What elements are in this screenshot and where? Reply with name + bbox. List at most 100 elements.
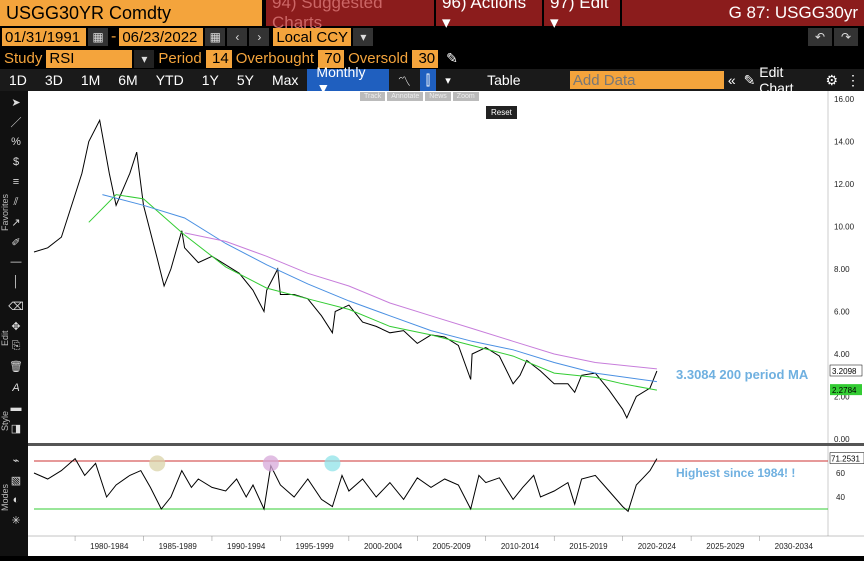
undo-icon[interactable]: ↶: [808, 28, 832, 46]
line-tool-icon[interactable]: ／: [10, 117, 22, 129]
period-1y[interactable]: 1Y: [201, 72, 219, 88]
date-range-bar: 01/31/1991 ▦ - 06/23/2022 ▦ ‹ › Local CC…: [0, 26, 864, 48]
redo-icon[interactable]: ↷: [834, 28, 858, 46]
period-6m[interactable]: 6M: [118, 72, 138, 88]
vline-tool-icon[interactable]: │: [12, 276, 20, 288]
chevron-right-icon[interactable]: ›: [249, 28, 270, 46]
add-data-input[interactable]: Add Data: [569, 71, 724, 89]
chevron-left-icon[interactable]: ‹: [227, 28, 248, 46]
ma-annotation: 3.3084 200 period MA: [676, 367, 809, 382]
mode-2-icon[interactable]: ▧: [10, 474, 22, 487]
channel-tool-icon[interactable]: ⫽: [13, 195, 19, 208]
y-tick-label: 4.00: [834, 350, 850, 359]
edit-chart-button[interactable]: ✎ Edit Chart: [740, 64, 822, 96]
mode-3-icon[interactable]: ◐: [12, 494, 20, 506]
text-tool-icon[interactable]: A: [12, 382, 20, 394]
line-chart-icon[interactable]: 〽: [397, 73, 411, 89]
collapse-icon[interactable]: «: [727, 72, 736, 88]
chart-mini-toolbar: Track Annotate News Zoom: [360, 92, 479, 101]
mode-1-icon[interactable]: ⌁: [12, 454, 20, 467]
window-title: G 87: USGG30yr: [622, 0, 864, 26]
y-tick-label: 6.00: [834, 308, 850, 317]
oversold-label: Oversold: [348, 50, 409, 67]
rsi-highlight-circle: [149, 455, 166, 472]
period-max[interactable]: Max: [271, 72, 299, 88]
rsi-series-line: [33, 457, 658, 513]
cursor-icon[interactable]: ➤: [11, 96, 21, 109]
study-select[interactable]: RSI: [46, 49, 133, 68]
fib-tool-icon[interactable]: ≡: [12, 176, 20, 188]
start-date-input[interactable]: 01/31/1991: [2, 28, 86, 46]
study-label: Study: [4, 50, 43, 67]
period-3d[interactable]: 3D: [44, 72, 63, 88]
edit-label: Edit: [0, 330, 10, 346]
color-icon[interactable]: ◨: [10, 422, 22, 435]
x-tick-label: 2030-2034: [775, 542, 814, 551]
period-ytd[interactable]: YTD: [155, 72, 184, 88]
ticker-field[interactable]: USGG30YR Comdty: [0, 0, 262, 26]
period-1m[interactable]: 1M: [80, 72, 101, 88]
currency-select[interactable]: Local CCY: [273, 28, 352, 46]
pencil-icon[interactable]: ✎: [446, 50, 458, 66]
chevron-down-icon[interactable]: ▾: [353, 28, 374, 46]
eraser-icon[interactable]: ⌫: [8, 300, 24, 313]
news-button[interactable]: News: [425, 92, 451, 101]
period-5y[interactable]: 5Y: [236, 72, 254, 88]
track-button[interactable]: Track: [360, 92, 386, 101]
suggested-charts-button[interactable]: 94) Suggested Charts: [266, 0, 434, 32]
chart-area[interactable]: 0.00 2.00 4.00 6.00 8.00 10.00 12.00 14.00 16.00…: [28, 91, 864, 556]
more-icon[interactable]: ⋮: [846, 71, 860, 88]
x-tick-label: 2000-2004: [364, 542, 403, 551]
ma-short-line: [88, 194, 657, 391]
dollar-tool-icon[interactable]: $: [12, 156, 20, 168]
rsi-tick-label: 40: [836, 493, 845, 502]
x-tick-label: 2010-2014: [501, 542, 540, 551]
period-1d[interactable]: 1D: [9, 72, 27, 88]
x-tick-label: 2020-2024: [638, 542, 677, 551]
trend-tool-icon[interactable]: ↗: [11, 216, 21, 229]
last-price-label: 3.2098: [832, 367, 857, 376]
edit-menu[interactable]: 97) Edit ▾: [544, 0, 620, 32]
date-separator: -: [111, 28, 117, 45]
frequency-select[interactable]: Monthly ▼: [307, 64, 389, 96]
reset-button[interactable]: Reset: [486, 106, 517, 119]
chevron-down-icon[interactable]: ▾: [134, 49, 155, 68]
line-style-icon[interactable]: ▬: [10, 402, 22, 414]
period-bar: 1D 3D 1M 6M YTD 1Y 5Y Max Monthly ▼ 〽 ⫿ …: [0, 64, 864, 96]
drawing-toolbar: ➤ ／ % $ ≡ ⫽ ↗ ✐ — │ ⌫ ✥ ⎘ 🗑 A ▬ ◨ ⌁ ▧ ◐ …: [0, 91, 28, 556]
overbought-input[interactable]: 70: [318, 49, 345, 68]
pencil-icon: ✎: [743, 71, 760, 88]
copy-icon[interactable]: ⎘: [11, 339, 21, 352]
move-icon[interactable]: ✥: [11, 320, 21, 333]
calendar-icon[interactable]: ▦: [88, 28, 108, 46]
last-price-badge: [829, 364, 863, 377]
last-ma-badge: [830, 384, 862, 396]
price-series-line: [33, 118, 658, 419]
ma-mid-line: [102, 194, 657, 383]
mode-4-icon[interactable]: ✳: [11, 514, 21, 527]
table-button[interactable]: Table: [487, 72, 521, 88]
y-tick-label: 0.00: [834, 435, 850, 444]
annotate-button[interactable]: Annotate: [387, 92, 424, 101]
bar-chart-icon[interactable]: ⫿: [419, 69, 437, 91]
y-tick-label: 16.00: [834, 95, 855, 104]
x-tick-label: 1995-1999: [296, 542, 335, 551]
calendar-icon[interactable]: ▦: [205, 28, 226, 46]
rsi-annotation: Highest since 1984! !: [676, 466, 796, 480]
style-label: Style: [0, 410, 10, 431]
y-tick-label: 8.00: [834, 265, 850, 274]
percent-tool-icon[interactable]: %: [11, 136, 21, 148]
ma-long-line: [184, 232, 657, 370]
period-input[interactable]: 14: [205, 49, 232, 68]
hline-tool-icon[interactable]: —: [10, 256, 22, 268]
brush-tool-icon[interactable]: ✐: [11, 236, 21, 249]
x-tick-label: 2025-2029: [706, 542, 745, 551]
actions-menu[interactable]: 96) Actions ▾: [436, 0, 542, 32]
trash-icon[interactable]: 🗑: [9, 360, 23, 373]
settings-icon[interactable]: ⚙: [825, 71, 838, 88]
zoom-button[interactable]: Zoom: [452, 92, 479, 101]
overbought-label: Overbought: [235, 50, 315, 67]
chevron-down-icon[interactable]: ▾: [445, 74, 451, 87]
end-date-input[interactable]: 06/23/2022: [119, 28, 204, 46]
oversold-input[interactable]: 30: [412, 49, 439, 68]
